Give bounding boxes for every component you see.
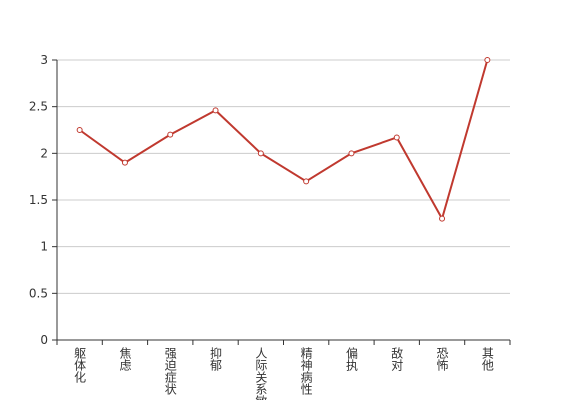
y-tick-label: 2.5 <box>29 100 48 114</box>
point <box>303 178 310 185</box>
x-tick-label: 敌对 <box>390 346 404 371</box>
point <box>212 107 219 114</box>
x-tick-label: 人际关系敏感 <box>254 347 268 400</box>
y-tick-label: 1 <box>40 240 48 254</box>
x-tick-label: 躯体化 <box>73 346 87 384</box>
point <box>76 127 83 133</box>
point <box>348 150 355 157</box>
x-tick-label: 偏执 <box>344 346 358 372</box>
point <box>484 57 491 63</box>
y-tick-label: 2 <box>40 146 48 160</box>
point <box>393 134 400 141</box>
x-tick-label: 强迫症状 <box>163 347 177 395</box>
line <box>79 59 489 222</box>
x-tick-label: 焦虑 <box>118 347 132 371</box>
y-tick-label: 0.5 <box>29 286 48 300</box>
point <box>167 131 174 138</box>
point <box>257 150 264 157</box>
y-tick-label: 3 <box>40 53 48 67</box>
point <box>439 215 446 222</box>
x-tick-label: 恐怖 <box>435 347 449 371</box>
x-tick-label: 其他 <box>480 347 494 371</box>
x-tick-label: 精神病性 <box>299 347 313 396</box>
x-tick-label: 抑郁 <box>209 346 223 372</box>
point <box>121 159 128 166</box>
y-tick-label: 0 <box>40 333 48 347</box>
y-tick-label: 1.5 <box>29 193 48 207</box>
